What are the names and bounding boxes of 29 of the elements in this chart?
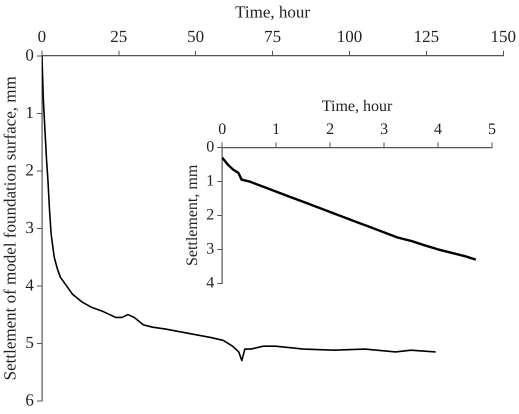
x-tick-label: 25 [110,27,128,46]
y-tick-label: 4 [25,275,34,294]
y-tick-label: 6 [25,390,34,410]
x-tick-label: 50 [187,27,204,46]
x-tick-label: 1 [272,121,280,138]
y-tick-label: 0 [25,45,34,64]
y-tick-label: 2 [206,206,214,224]
y-tick-label: 1 [25,102,34,122]
x-axis-title: Time, hour [235,2,310,22]
x-tick-label: 0 [218,121,226,138]
x-tick-label: 5 [488,121,496,138]
y-axis-title: Settlement, mm [184,164,201,266]
x-tick-label: 3 [380,121,388,138]
y-tick-label: 5 [25,332,34,352]
y-tick-label: 0 [206,138,214,156]
x-axis-title: Time, hour [322,98,394,115]
x-tick-label: 4 [434,121,442,138]
x-tick-label: 125 [414,27,440,46]
y-tick-label: 3 [206,240,214,258]
y-tick-label: 1 [206,172,214,190]
x-tick-label: 0 [38,27,46,46]
x-tick-label: 100 [336,27,362,46]
y-tick-label: 4 [206,274,214,292]
y-tick-label: 2 [25,160,34,180]
x-tick-label: 75 [264,27,282,46]
y-axis-title: Settlement of model foundation surface, mm [0,76,20,380]
x-tick-label: 2 [326,121,334,138]
y-tick-label: 3 [25,218,34,237]
x-tick-label: 150 [490,27,516,46]
